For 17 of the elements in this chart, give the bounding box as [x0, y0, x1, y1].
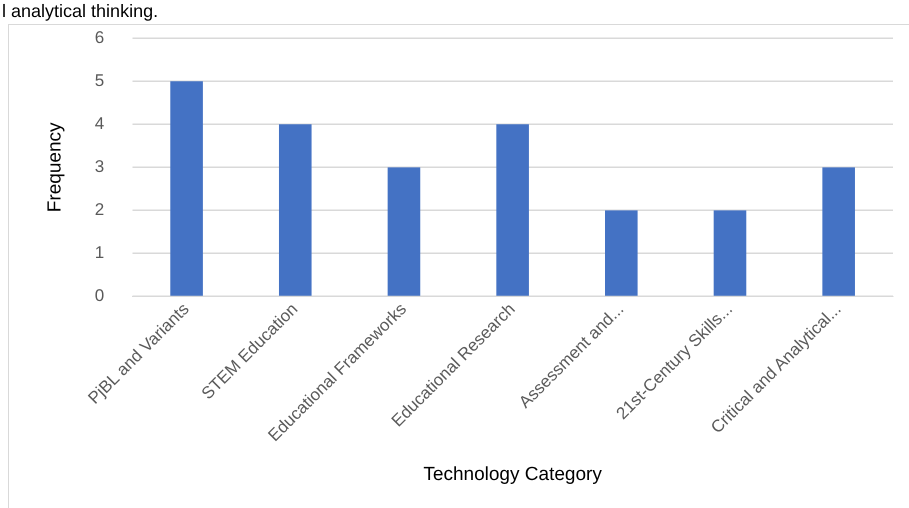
y-tick-label: 4 [94, 114, 104, 133]
bar [496, 124, 529, 296]
bar [605, 210, 638, 296]
bar [170, 81, 203, 296]
x-axis-title: Technology Category [423, 464, 602, 485]
y-tick-label: 2 [94, 200, 104, 220]
y-tick-label: 0 [94, 286, 104, 306]
y-tick-label: 5 [94, 70, 104, 90]
text: l analytical thinking. [2, 0, 158, 22]
y-tick-label: 3 [94, 157, 104, 176]
y-axis-title: Frequency [44, 122, 66, 212]
y-tick-label: 1 [94, 243, 104, 262]
bar [714, 210, 746, 296]
bar [822, 167, 855, 296]
bar [388, 167, 420, 296]
y-tick-label: 6 [94, 28, 104, 47]
bar [278, 124, 312, 296]
